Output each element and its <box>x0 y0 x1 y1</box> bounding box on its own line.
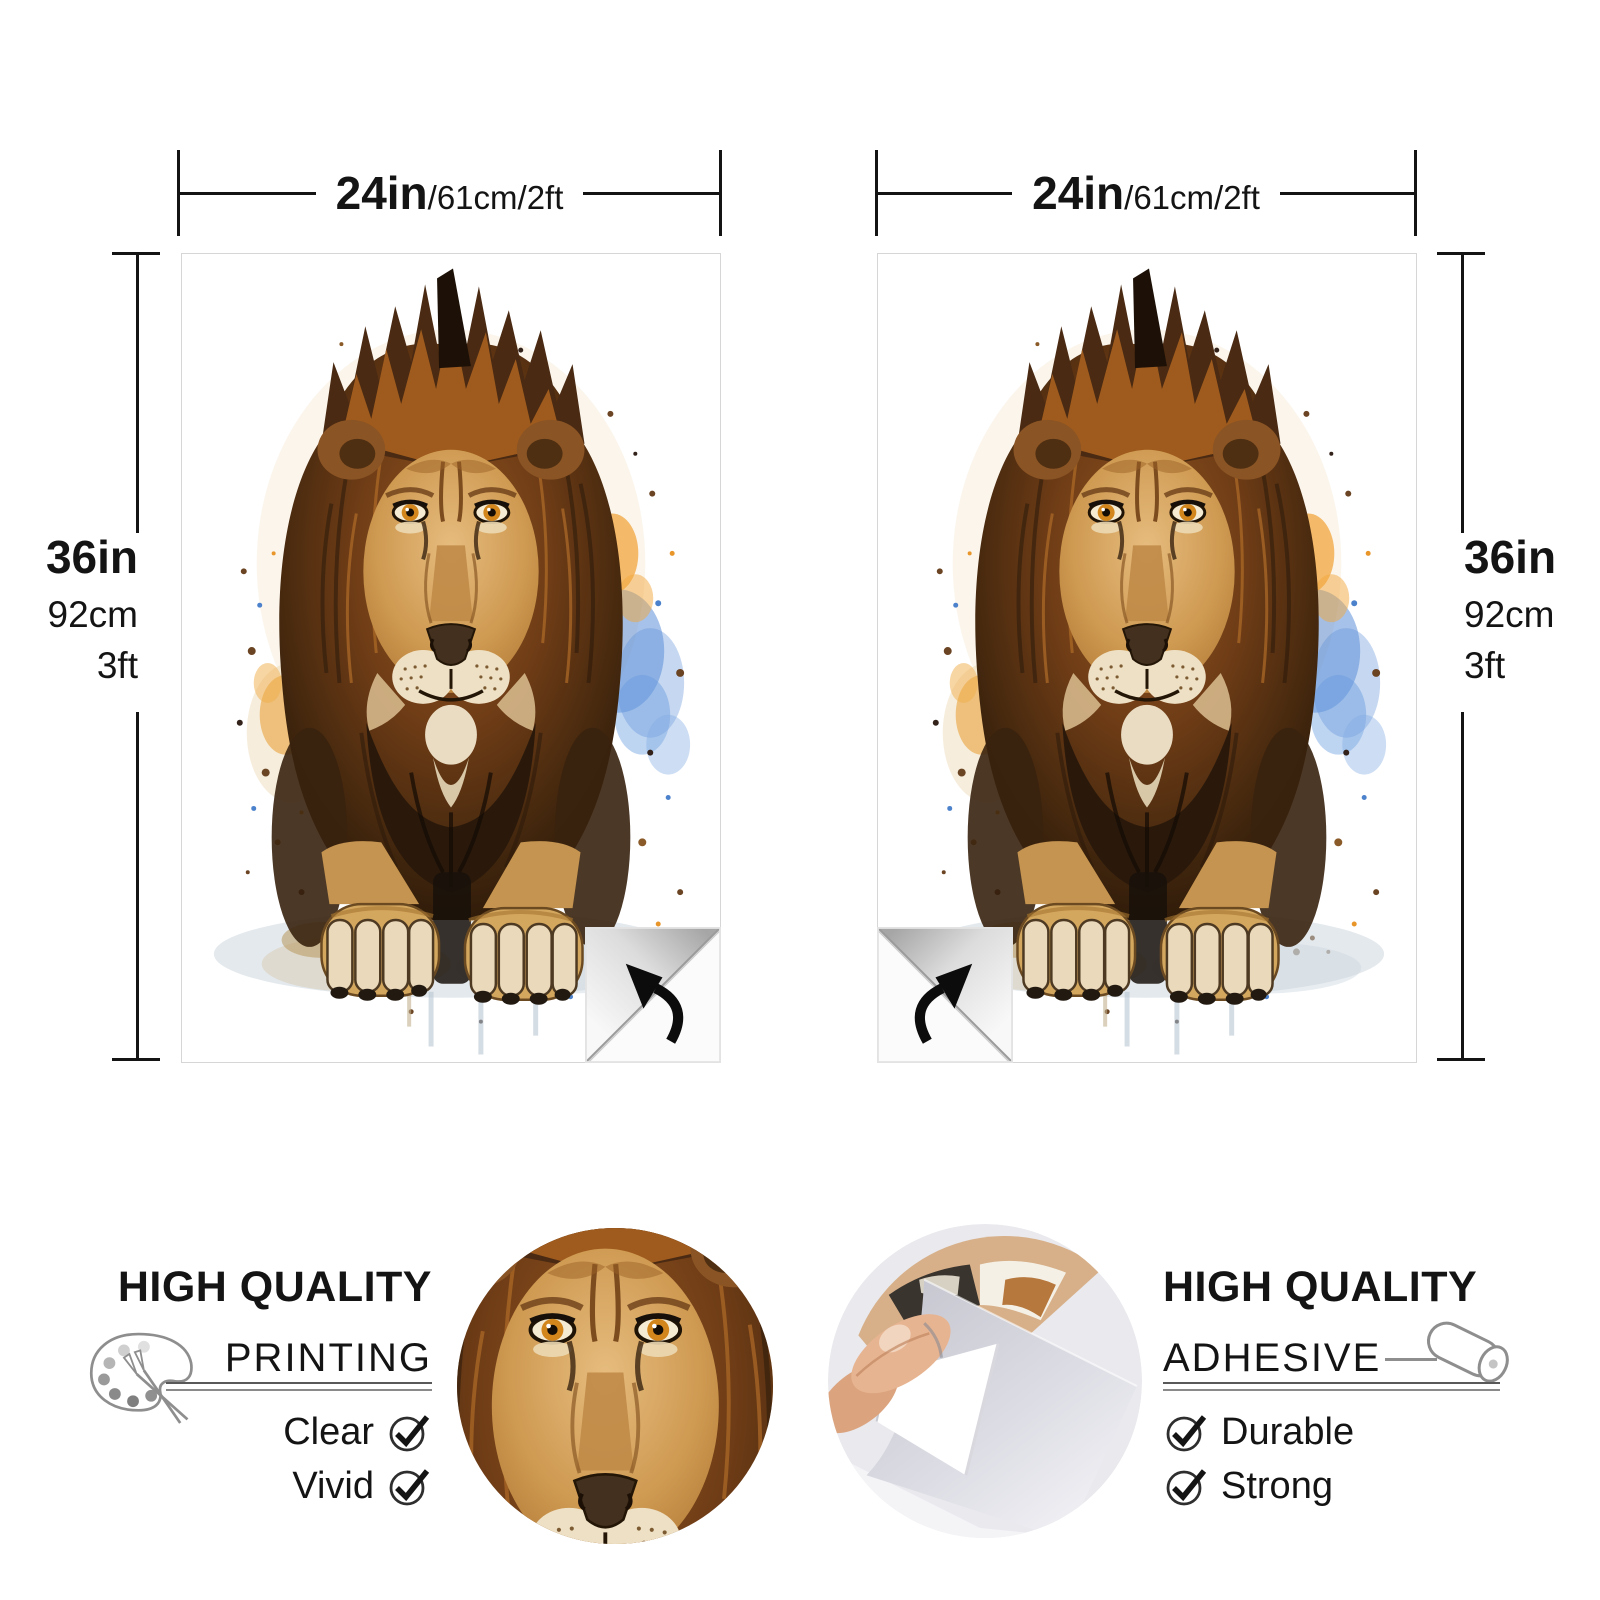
dimension-line <box>583 191 719 195</box>
dimension-line <box>180 191 316 195</box>
height-alt-cm: 92cm <box>47 594 138 635</box>
width-alt-units: /61cm/2ft <box>1124 179 1260 216</box>
adhesive-subtitle: ADHESIVE <box>1163 1336 1382 1380</box>
adhesive-item-strong: Strong <box>1163 1462 1545 1510</box>
printing-item-label: Clear <box>283 1411 374 1453</box>
check-circle-icon <box>386 1463 432 1509</box>
adhesive-item-label: Strong <box>1221 1465 1333 1507</box>
height-label-left: 36in 92cm 3ft <box>0 534 138 684</box>
check-circle-icon <box>1163 1409 1209 1455</box>
dimension-tick <box>719 150 722 236</box>
width-value: 24in <box>335 167 428 219</box>
height-value: 36in <box>1464 531 1557 583</box>
height-dimension-right <box>1461 253 1464 533</box>
printing-item-label: Vivid <box>292 1465 374 1507</box>
dimension-tick <box>1414 150 1417 236</box>
height-value: 36in <box>45 531 138 583</box>
height-alt-ft: 3ft <box>1464 645 1506 686</box>
dimension-line <box>878 191 1013 195</box>
page-curl-arrow-icon <box>585 927 721 1063</box>
printing-title: HIGH QUALITY <box>117 1263 432 1311</box>
width-value: 24in <box>1032 167 1125 219</box>
poster-left <box>181 253 721 1063</box>
dimension-tick <box>875 150 878 236</box>
dimension-tick <box>112 1058 160 1061</box>
paint-palette-icon <box>84 1322 202 1426</box>
width-label: 24in/61cm/2ft <box>1032 170 1260 216</box>
adhesive-connector-line <box>1385 1358 1437 1361</box>
width-label: 24in/61cm/2ft <box>336 170 564 216</box>
height-alt-ft: 3ft <box>96 645 138 686</box>
height-dimension-left <box>136 253 139 533</box>
width-dimension-left: 24in/61cm/2ft <box>177 150 722 236</box>
lion-face-closeup <box>457 1228 773 1544</box>
printing-subtitle: PRINTING <box>224 1336 432 1380</box>
sticker-roll-icon <box>1420 1320 1528 1412</box>
dimension-tick <box>1437 1058 1485 1061</box>
check-circle-icon <box>1163 1463 1209 1509</box>
check-circle-icon <box>386 1409 432 1455</box>
width-dimension-right: 24in/61cm/2ft <box>875 150 1417 236</box>
dimension-line <box>1279 191 1414 195</box>
height-dimension-right <box>1461 712 1464 1060</box>
height-alt-cm: 92cm <box>1464 594 1555 635</box>
adhesive-item-label: Durable <box>1221 1411 1355 1453</box>
adhesive-title: HIGH QUALITY <box>1163 1263 1478 1311</box>
peeling-sticker-backing-photo <box>828 1224 1142 1538</box>
printing-item-vivid: Vivid <box>50 1462 432 1510</box>
width-alt-units: /61cm/2ft <box>427 179 564 216</box>
poster-right <box>877 253 1417 1063</box>
page-curl-arrow-icon <box>877 927 1013 1063</box>
adhesive-item-durable: Durable <box>1163 1408 1545 1456</box>
adhesive-underline <box>1163 1382 1500 1391</box>
height-dimension-left <box>136 712 139 1060</box>
height-label-right: 36in 92cm 3ft <box>1464 534 1600 684</box>
dimension-tick <box>177 150 180 236</box>
printing-underline <box>166 1382 432 1391</box>
printing-item-clear: Clear <box>50 1408 432 1456</box>
